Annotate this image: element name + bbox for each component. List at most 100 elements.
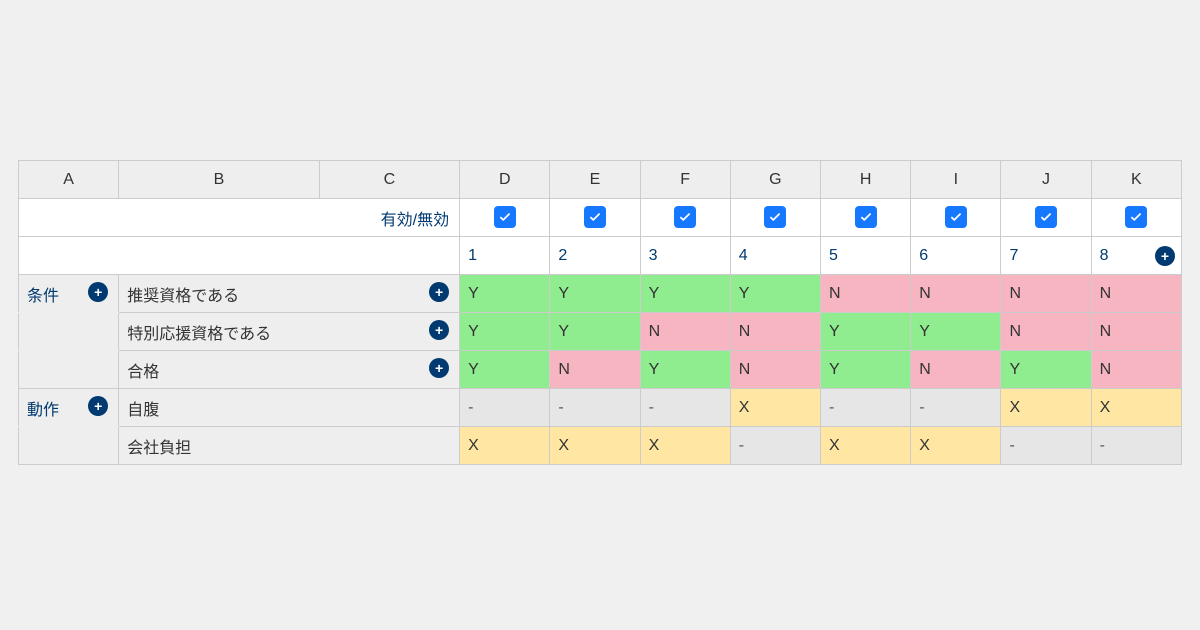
- condition-row-1: 条件 推奨資格である Y Y Y Y N N N N: [19, 275, 1182, 313]
- cell[interactable]: X: [821, 427, 911, 465]
- decision-table: A B C D E F G H I J K 有効/無効 1 2 3 4 5 6 …: [18, 160, 1182, 465]
- cell[interactable]: -: [1091, 427, 1181, 465]
- action-label-2: 会社負担: [119, 427, 460, 465]
- cell[interactable]: -: [460, 389, 550, 427]
- col-C: C: [319, 161, 459, 199]
- cell[interactable]: Y: [550, 275, 640, 313]
- col-H: H: [821, 161, 911, 199]
- actions-section: 動作: [19, 389, 119, 427]
- cell[interactable]: -: [640, 389, 730, 427]
- cell[interactable]: Y: [460, 313, 550, 351]
- cell[interactable]: Y: [730, 275, 820, 313]
- enable-checkbox-1[interactable]: [494, 206, 516, 228]
- cell[interactable]: X: [911, 427, 1001, 465]
- cell[interactable]: Y: [911, 313, 1001, 351]
- cell[interactable]: N: [911, 275, 1001, 313]
- col-G: G: [730, 161, 820, 199]
- col-D: D: [460, 161, 550, 199]
- cell[interactable]: N: [1001, 313, 1091, 351]
- cell[interactable]: N: [1091, 275, 1181, 313]
- cell[interactable]: N: [911, 351, 1001, 389]
- cell[interactable]: N: [1091, 351, 1181, 389]
- rule-number-8[interactable]: 8: [1091, 237, 1181, 275]
- condition-label-2-text: 特別応援資格である: [127, 320, 271, 344]
- col-A: A: [19, 161, 119, 199]
- cell[interactable]: X: [1091, 389, 1181, 427]
- add-action-icon[interactable]: [88, 396, 108, 416]
- col-F: F: [640, 161, 730, 199]
- cell[interactable]: X: [1001, 389, 1091, 427]
- rule-number-6[interactable]: 6: [911, 237, 1001, 275]
- cell[interactable]: X: [640, 427, 730, 465]
- cell[interactable]: Y: [550, 313, 640, 351]
- cell[interactable]: N: [730, 313, 820, 351]
- action-label-1-text: 自腹: [127, 396, 159, 420]
- rule-number-row: 1 2 3 4 5 6 7 8: [19, 237, 1182, 275]
- enable-checkbox-5[interactable]: [855, 206, 877, 228]
- col-J: J: [1001, 161, 1091, 199]
- condition-row-3: 合格 Y N Y N Y N Y N: [19, 351, 1182, 389]
- condition-1-add-icon[interactable]: [429, 282, 449, 302]
- actions-section-end: [19, 427, 119, 465]
- actions-section-label: 動作: [27, 396, 59, 420]
- condition-2-add-icon[interactable]: [429, 320, 449, 340]
- conditions-section-end: [19, 351, 119, 389]
- cell[interactable]: Y: [821, 351, 911, 389]
- enable-checkbox-7[interactable]: [1035, 206, 1057, 228]
- action-label-2-text: 会社負担: [127, 434, 191, 458]
- rule-number-blank: [19, 237, 460, 275]
- cell[interactable]: N: [640, 313, 730, 351]
- cell[interactable]: Y: [821, 313, 911, 351]
- condition-label-3: 合格: [119, 351, 460, 389]
- cell[interactable]: -: [730, 427, 820, 465]
- enable-checkbox-8[interactable]: [1125, 206, 1147, 228]
- column-header-row: A B C D E F G H I J K: [19, 161, 1182, 199]
- rule-number-5[interactable]: 5: [821, 237, 911, 275]
- condition-label-3-text: 合格: [127, 358, 159, 382]
- cell[interactable]: N: [730, 351, 820, 389]
- cell[interactable]: -: [911, 389, 1001, 427]
- cell[interactable]: -: [821, 389, 911, 427]
- rule-number-1[interactable]: 1: [460, 237, 550, 275]
- cell[interactable]: Y: [640, 351, 730, 389]
- add-rule-icon[interactable]: [1155, 246, 1175, 266]
- rule-number-7[interactable]: 7: [1001, 237, 1091, 275]
- cell[interactable]: Y: [1001, 351, 1091, 389]
- action-row-2: 会社負担 X X X - X X - -: [19, 427, 1182, 465]
- action-row-1: 動作 自腹 - - - X - - X X: [19, 389, 1182, 427]
- col-K: K: [1091, 161, 1181, 199]
- cell[interactable]: -: [1001, 427, 1091, 465]
- cell[interactable]: N: [1001, 275, 1091, 313]
- cell[interactable]: N: [821, 275, 911, 313]
- cell[interactable]: Y: [460, 275, 550, 313]
- condition-row-2: 特別応援資格である Y Y N N Y Y N N: [19, 313, 1182, 351]
- enable-label: 有効/無効: [19, 199, 460, 237]
- col-I: I: [911, 161, 1001, 199]
- enable-checkbox-4[interactable]: [764, 206, 786, 228]
- col-E: E: [550, 161, 640, 199]
- col-B: B: [119, 161, 320, 199]
- cell[interactable]: N: [550, 351, 640, 389]
- cell[interactable]: -: [550, 389, 640, 427]
- add-condition-icon[interactable]: [88, 282, 108, 302]
- cell[interactable]: Y: [640, 275, 730, 313]
- rule-number-3[interactable]: 3: [640, 237, 730, 275]
- rule-number-2[interactable]: 2: [550, 237, 640, 275]
- enable-row: 有効/無効: [19, 199, 1182, 237]
- cell[interactable]: X: [550, 427, 640, 465]
- enable-checkbox-2[interactable]: [584, 206, 606, 228]
- condition-3-add-icon[interactable]: [429, 358, 449, 378]
- cell[interactable]: X: [730, 389, 820, 427]
- conditions-section: 条件: [19, 275, 119, 313]
- condition-label-2: 特別応援資格である: [119, 313, 460, 351]
- enable-checkbox-3[interactable]: [674, 206, 696, 228]
- cell[interactable]: X: [460, 427, 550, 465]
- conditions-section-cont: [19, 313, 119, 351]
- rule-number-4[interactable]: 4: [730, 237, 820, 275]
- cell[interactable]: N: [1091, 313, 1181, 351]
- cell[interactable]: Y: [460, 351, 550, 389]
- conditions-section-label: 条件: [27, 282, 59, 306]
- condition-label-1-text: 推奨資格である: [127, 282, 239, 306]
- enable-checkbox-6[interactable]: [945, 206, 967, 228]
- condition-label-1: 推奨資格である: [119, 275, 460, 313]
